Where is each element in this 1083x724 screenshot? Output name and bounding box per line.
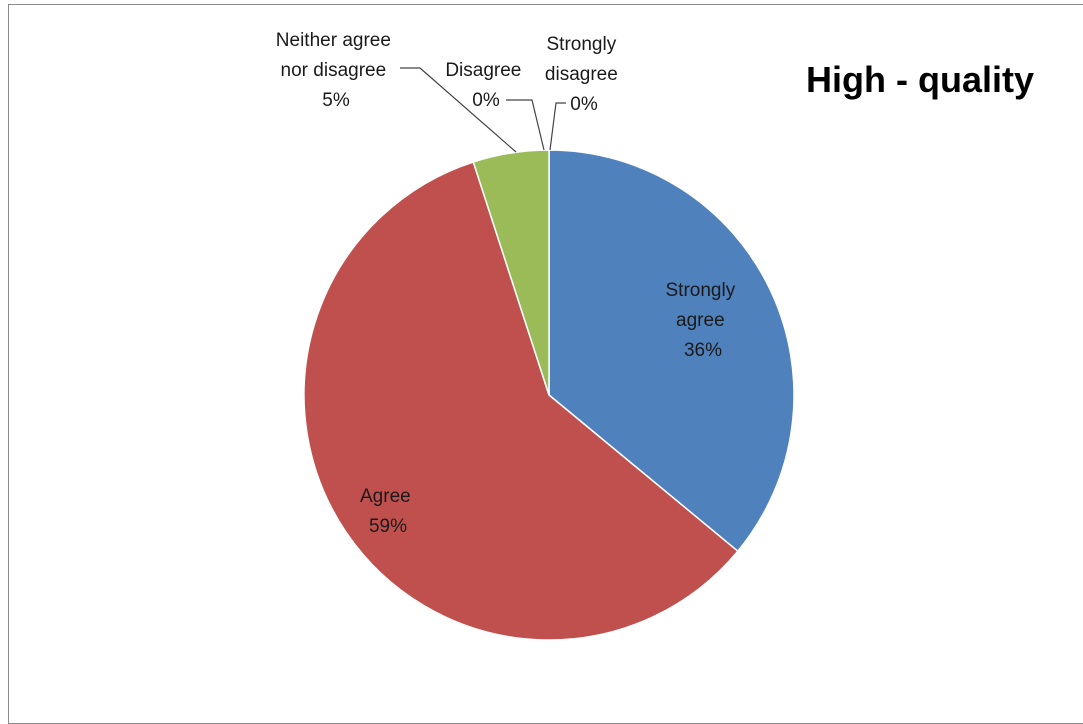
leader-lines [400,67,566,153]
pie-slices [303,149,795,641]
leader-line-neither [400,67,517,153]
chart-title: High - quality [806,59,1034,100]
pie-slice-agree [303,161,739,641]
slice-label-strongly-disagree: Strongly disagree 0% [545,34,623,115]
pie-slice-strongly-agree [548,149,795,553]
leader-line-disagree [506,99,545,151]
pie-slice-neither [472,149,550,396]
leader-line-strongly-disagree [549,102,566,151]
slice-label-disagree: Disagree 0% [445,60,526,111]
pie-chart: High - quality Strongly agree 36% Agree … [276,30,1034,641]
slice-label-agree: Agree 59% [360,486,416,537]
slice-label-strongly-agree: Strongly agree 36% [666,280,741,361]
slice-label-neither: Neither agree nor disagree 5% [276,30,396,111]
